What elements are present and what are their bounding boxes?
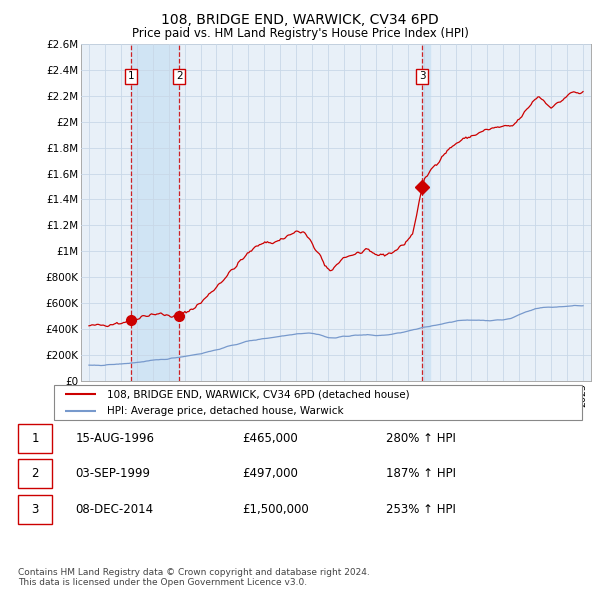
Text: 15-AUG-1996: 15-AUG-1996 <box>76 432 154 445</box>
Text: 3: 3 <box>31 503 39 516</box>
Text: 2: 2 <box>31 467 39 480</box>
Text: 1: 1 <box>31 432 39 445</box>
Text: £465,000: £465,000 <box>242 432 298 445</box>
FancyBboxPatch shape <box>18 424 52 453</box>
Bar <box>131 44 179 381</box>
Text: 03-SEP-1999: 03-SEP-1999 <box>76 467 151 480</box>
Text: 08-DEC-2014: 08-DEC-2014 <box>76 503 154 516</box>
Text: £497,000: £497,000 <box>242 467 298 480</box>
Text: 187% ↑ HPI: 187% ↑ HPI <box>386 467 457 480</box>
FancyBboxPatch shape <box>18 495 52 523</box>
FancyBboxPatch shape <box>18 460 52 488</box>
Text: £1,500,000: £1,500,000 <box>242 503 309 516</box>
Text: 280% ↑ HPI: 280% ↑ HPI <box>386 432 456 445</box>
Bar <box>422 44 430 381</box>
Text: HPI: Average price, detached house, Warwick: HPI: Average price, detached house, Warw… <box>107 405 343 415</box>
Text: 253% ↑ HPI: 253% ↑ HPI <box>386 503 456 516</box>
Text: 108, BRIDGE END, WARWICK, CV34 6PD (detached house): 108, BRIDGE END, WARWICK, CV34 6PD (deta… <box>107 389 409 399</box>
Text: 2: 2 <box>176 71 182 81</box>
Text: 108, BRIDGE END, WARWICK, CV34 6PD: 108, BRIDGE END, WARWICK, CV34 6PD <box>161 13 439 27</box>
Text: 3: 3 <box>419 71 425 81</box>
Text: 1: 1 <box>127 71 134 81</box>
Text: Price paid vs. HM Land Registry's House Price Index (HPI): Price paid vs. HM Land Registry's House … <box>131 27 469 40</box>
FancyBboxPatch shape <box>54 385 582 420</box>
Text: Contains HM Land Registry data © Crown copyright and database right 2024.
This d: Contains HM Land Registry data © Crown c… <box>18 568 370 587</box>
